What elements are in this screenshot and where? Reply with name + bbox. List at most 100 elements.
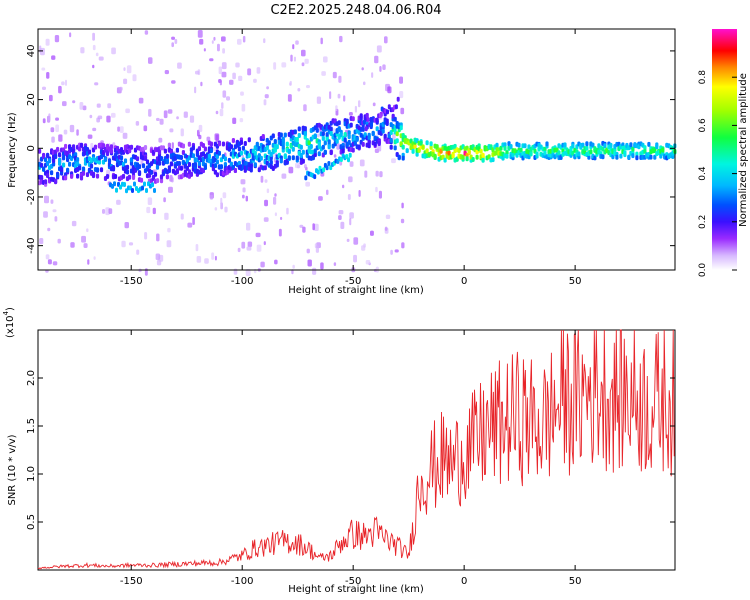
heatmap-cell xyxy=(339,132,343,138)
heatmap-noise-cell xyxy=(198,124,203,132)
heatmap-cell xyxy=(307,140,311,146)
heatmap-noise-cell xyxy=(52,209,57,213)
heatmap-noise-cell xyxy=(292,44,295,50)
heatmap-noise-cell xyxy=(374,55,379,64)
heatmap-cell xyxy=(453,143,457,149)
heatmap-cell xyxy=(313,152,317,158)
heatmap-cell xyxy=(655,144,659,150)
heatmap-cell xyxy=(157,149,162,155)
x-tick-label: 0 xyxy=(461,576,467,587)
heatmap-noise-cell xyxy=(266,188,270,194)
heatmap-noise-cell xyxy=(385,214,391,219)
heatmap-cell xyxy=(137,171,142,177)
heatmap-noise-cell xyxy=(167,227,171,233)
heatmap-cell xyxy=(66,167,70,173)
y-tick-label: 0.5 xyxy=(26,514,37,530)
heatmap-cell xyxy=(293,129,297,135)
heatmap-noise-cell xyxy=(158,137,163,143)
heatmap-noise-cell xyxy=(339,35,343,43)
heatmap-cell xyxy=(563,142,567,148)
heatmap-noise-cell xyxy=(45,254,50,260)
heatmap-cell xyxy=(367,143,371,149)
heatmap-cell xyxy=(219,164,223,170)
heatmap-noise-cell xyxy=(58,85,62,94)
heatmap-cell xyxy=(72,144,76,150)
heatmap-cell xyxy=(229,144,233,150)
heatmap-noise-cell xyxy=(128,242,134,246)
heatmap-cell xyxy=(233,168,237,173)
heatmap-noise-cell xyxy=(171,177,174,183)
heatmap-noise-cell xyxy=(49,94,53,102)
heatmap-cell xyxy=(155,164,160,170)
heatmap-cell xyxy=(603,143,607,149)
heatmap-noise-cell xyxy=(126,65,132,74)
heatmap-cell xyxy=(203,146,207,152)
heatmap-noise-cell xyxy=(391,158,396,164)
heatmap-noise-cell xyxy=(363,243,366,248)
heatmap-noise-cell xyxy=(378,190,382,199)
heatmap-noise-cell xyxy=(111,47,116,55)
heatmap-noise-cell xyxy=(80,47,85,54)
heatmap-cell xyxy=(105,174,110,179)
heatmap-cell xyxy=(341,148,345,154)
heatmap-cell xyxy=(46,152,50,158)
heatmap-noise-cell xyxy=(155,253,161,260)
heatmap-noise-cell xyxy=(237,38,242,45)
heatmap-cell xyxy=(209,148,213,154)
heatmap-noise-cell xyxy=(48,113,51,122)
y-tick-label: 1.5 xyxy=(26,418,37,434)
heatmap-cell xyxy=(87,149,92,155)
heatmap-cell xyxy=(215,159,219,165)
heatmap-noise-cell xyxy=(76,129,79,136)
heatmap-cell xyxy=(187,162,191,167)
heatmap-cell xyxy=(157,160,162,166)
heatmap-cell xyxy=(321,131,325,137)
heatmap-noise-cell xyxy=(41,67,46,71)
heatmap-cell xyxy=(283,153,287,159)
heatmap-cell xyxy=(121,173,126,179)
heatmap-cell xyxy=(585,145,589,151)
heatmap-noise-cell xyxy=(333,154,337,158)
snr-y-axis-label: SNR (10 * v/v) xyxy=(7,434,18,505)
heatmap-noise-cell xyxy=(273,196,277,205)
heatmap-noise-cell xyxy=(263,241,266,246)
heatmap-noise-cell xyxy=(71,220,77,227)
heatmap-cell xyxy=(317,151,321,157)
heatmap-noise-cell xyxy=(382,64,386,70)
heatmap-noise-cell xyxy=(400,218,405,224)
heatmap-cell xyxy=(429,144,433,150)
heatmap-cell xyxy=(301,158,305,164)
heatmap-noise-cell xyxy=(349,218,352,226)
heatmap-cell xyxy=(191,145,195,151)
heatmap-cell xyxy=(529,151,533,157)
heatmap-cell xyxy=(301,149,305,155)
heatmap-noise-cell xyxy=(79,102,84,110)
heatmap-noise-cell xyxy=(197,30,203,38)
heatmap-noise-cell xyxy=(58,134,63,142)
heatmap-cell xyxy=(587,154,591,160)
heatmap-cell xyxy=(165,174,169,180)
heatmap-noise-cell xyxy=(232,117,237,124)
heatmap-cell xyxy=(38,148,42,154)
heatmap-noise-cell xyxy=(281,62,287,68)
heatmap-cell xyxy=(337,126,341,132)
heatmap-cell xyxy=(145,159,150,165)
heatmap-cell xyxy=(317,141,321,147)
colorbar-tick-label: 0.4 xyxy=(698,166,708,181)
heatmap-cell xyxy=(131,188,134,193)
y-tick-label: 1.0 xyxy=(26,466,37,482)
heatmap-plot-area xyxy=(38,29,675,270)
heatmap-cell xyxy=(361,141,365,147)
heatmap-cell xyxy=(78,165,82,171)
heatmap-cell xyxy=(273,139,277,144)
heatmap-noise-cell xyxy=(143,125,148,132)
heatmap-cell xyxy=(149,169,154,175)
heatmap-noise-cell xyxy=(266,86,269,90)
heatmap-cell xyxy=(54,154,58,160)
heatmap-cell xyxy=(275,144,279,150)
heatmap-cell xyxy=(111,166,116,172)
heatmap-cell xyxy=(359,113,363,119)
heatmap-noise-cell xyxy=(224,206,228,213)
heatmap-cell xyxy=(181,150,185,155)
heatmap-noise-cell xyxy=(222,192,227,199)
